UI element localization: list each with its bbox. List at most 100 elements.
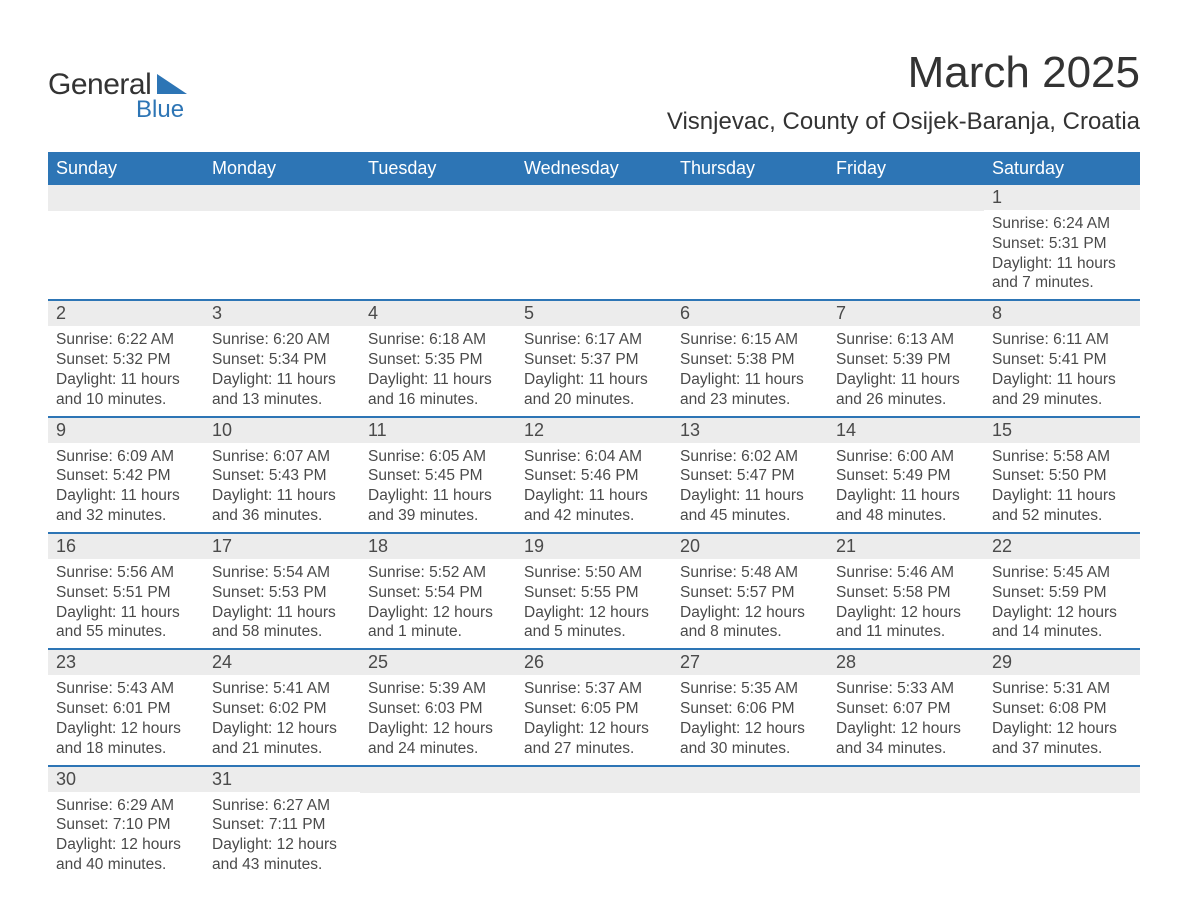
calendar-cell bbox=[672, 185, 828, 300]
day-sunrise: Sunrise: 6:02 AM bbox=[680, 447, 820, 467]
calendar-cell: 19Sunrise: 5:50 AMSunset: 5:55 PMDayligh… bbox=[516, 533, 672, 649]
day-sunset: Sunset: 6:03 PM bbox=[368, 699, 508, 719]
day-body: Sunrise: 5:56 AMSunset: 5:51 PMDaylight:… bbox=[48, 559, 204, 648]
day-sunset: Sunset: 5:39 PM bbox=[836, 350, 976, 370]
day-header: Wednesday bbox=[516, 152, 672, 185]
calendar-cell: 6Sunrise: 6:15 AMSunset: 5:38 PMDaylight… bbox=[672, 300, 828, 416]
calendar-cell: 28Sunrise: 5:33 AMSunset: 6:07 PMDayligh… bbox=[828, 649, 984, 765]
day-header: Monday bbox=[204, 152, 360, 185]
day-sunrise: Sunrise: 5:54 AM bbox=[212, 563, 352, 583]
calendar-cell: 14Sunrise: 6:00 AMSunset: 5:49 PMDayligh… bbox=[828, 417, 984, 533]
day-sunset: Sunset: 5:38 PM bbox=[680, 350, 820, 370]
day-number: 3 bbox=[204, 301, 360, 326]
day-number-row-empty bbox=[360, 185, 516, 211]
day-daylight2: and 10 minutes. bbox=[56, 390, 196, 410]
day-sunrise: Sunrise: 6:24 AM bbox=[992, 214, 1132, 234]
day-sunset: Sunset: 5:34 PM bbox=[212, 350, 352, 370]
day-number: 12 bbox=[516, 418, 672, 443]
calendar-cell: 20Sunrise: 5:48 AMSunset: 5:57 PMDayligh… bbox=[672, 533, 828, 649]
day-sunrise: Sunrise: 6:27 AM bbox=[212, 796, 352, 816]
calendar-cell: 23Sunrise: 5:43 AMSunset: 6:01 PMDayligh… bbox=[48, 649, 204, 765]
day-daylight2: and 11 minutes. bbox=[836, 622, 976, 642]
day-number: 25 bbox=[360, 650, 516, 675]
calendar-week: 30Sunrise: 6:29 AMSunset: 7:10 PMDayligh… bbox=[48, 766, 1140, 881]
page-header: General Blue March 2025 Visnjevac, Count… bbox=[48, 48, 1140, 136]
day-body: Sunrise: 6:20 AMSunset: 5:34 PMDaylight:… bbox=[204, 326, 360, 415]
calendar-cell bbox=[672, 766, 828, 881]
calendar-cell: 13Sunrise: 6:02 AMSunset: 5:47 PMDayligh… bbox=[672, 417, 828, 533]
day-body: Sunrise: 5:33 AMSunset: 6:07 PMDaylight:… bbox=[828, 675, 984, 764]
day-body: Sunrise: 5:50 AMSunset: 5:55 PMDaylight:… bbox=[516, 559, 672, 648]
calendar-cell bbox=[516, 766, 672, 881]
day-daylight2: and 23 minutes. bbox=[680, 390, 820, 410]
day-sunrise: Sunrise: 6:15 AM bbox=[680, 330, 820, 350]
day-number: 30 bbox=[48, 767, 204, 792]
day-daylight1: Daylight: 11 hours bbox=[680, 486, 820, 506]
day-daylight2: and 24 minutes. bbox=[368, 739, 508, 759]
calendar-cell: 9Sunrise: 6:09 AMSunset: 5:42 PMDaylight… bbox=[48, 417, 204, 533]
calendar-week: 23Sunrise: 5:43 AMSunset: 6:01 PMDayligh… bbox=[48, 649, 1140, 765]
day-sunset: Sunset: 7:11 PM bbox=[212, 815, 352, 835]
day-number-row-empty bbox=[672, 185, 828, 211]
calendar-cell: 10Sunrise: 6:07 AMSunset: 5:43 PMDayligh… bbox=[204, 417, 360, 533]
day-daylight1: Daylight: 12 hours bbox=[992, 719, 1132, 739]
day-daylight1: Daylight: 12 hours bbox=[680, 719, 820, 739]
day-daylight2: and 29 minutes. bbox=[992, 390, 1132, 410]
day-sunset: Sunset: 5:49 PM bbox=[836, 466, 976, 486]
day-daylight2: and 55 minutes. bbox=[56, 622, 196, 642]
day-daylight1: Daylight: 12 hours bbox=[56, 719, 196, 739]
day-daylight1: Daylight: 11 hours bbox=[56, 370, 196, 390]
day-number-row-empty bbox=[672, 767, 828, 793]
day-daylight2: and 27 minutes. bbox=[524, 739, 664, 759]
calendar-week: 2Sunrise: 6:22 AMSunset: 5:32 PMDaylight… bbox=[48, 300, 1140, 416]
day-daylight2: and 40 minutes. bbox=[56, 855, 196, 875]
day-daylight2: and 30 minutes. bbox=[680, 739, 820, 759]
day-daylight2: and 43 minutes. bbox=[212, 855, 352, 875]
day-sunset: Sunset: 5:57 PM bbox=[680, 583, 820, 603]
day-body: Sunrise: 6:27 AMSunset: 7:11 PMDaylight:… bbox=[204, 792, 360, 881]
day-daylight1: Daylight: 12 hours bbox=[368, 719, 508, 739]
day-number: 19 bbox=[516, 534, 672, 559]
day-body: Sunrise: 6:15 AMSunset: 5:38 PMDaylight:… bbox=[672, 326, 828, 415]
day-sunset: Sunset: 6:01 PM bbox=[56, 699, 196, 719]
calendar-header-row: SundayMondayTuesdayWednesdayThursdayFrid… bbox=[48, 152, 1140, 185]
day-number: 21 bbox=[828, 534, 984, 559]
day-number-row-empty bbox=[516, 767, 672, 793]
day-body: Sunrise: 6:24 AMSunset: 5:31 PMDaylight:… bbox=[984, 210, 1140, 299]
calendar-cell: 5Sunrise: 6:17 AMSunset: 5:37 PMDaylight… bbox=[516, 300, 672, 416]
day-sunrise: Sunrise: 5:39 AM bbox=[368, 679, 508, 699]
calendar-cell bbox=[360, 766, 516, 881]
day-number: 11 bbox=[360, 418, 516, 443]
day-sunrise: Sunrise: 5:37 AM bbox=[524, 679, 664, 699]
calendar-cell: 8Sunrise: 6:11 AMSunset: 5:41 PMDaylight… bbox=[984, 300, 1140, 416]
day-number: 26 bbox=[516, 650, 672, 675]
day-sunset: Sunset: 5:46 PM bbox=[524, 466, 664, 486]
day-sunrise: Sunrise: 5:56 AM bbox=[56, 563, 196, 583]
day-number: 5 bbox=[516, 301, 672, 326]
day-sunrise: Sunrise: 5:45 AM bbox=[992, 563, 1132, 583]
day-header: Thursday bbox=[672, 152, 828, 185]
day-number: 14 bbox=[828, 418, 984, 443]
calendar-cell: 22Sunrise: 5:45 AMSunset: 5:59 PMDayligh… bbox=[984, 533, 1140, 649]
day-daylight2: and 18 minutes. bbox=[56, 739, 196, 759]
calendar-cell: 17Sunrise: 5:54 AMSunset: 5:53 PMDayligh… bbox=[204, 533, 360, 649]
day-number: 1 bbox=[984, 185, 1140, 210]
day-number-row-empty bbox=[360, 767, 516, 793]
day-sunrise: Sunrise: 6:05 AM bbox=[368, 447, 508, 467]
day-daylight2: and 5 minutes. bbox=[524, 622, 664, 642]
day-sunrise: Sunrise: 5:43 AM bbox=[56, 679, 196, 699]
calendar-cell: 21Sunrise: 5:46 AMSunset: 5:58 PMDayligh… bbox=[828, 533, 984, 649]
day-daylight1: Daylight: 12 hours bbox=[524, 603, 664, 623]
calendar-cell: 2Sunrise: 6:22 AMSunset: 5:32 PMDaylight… bbox=[48, 300, 204, 416]
day-daylight2: and 45 minutes. bbox=[680, 506, 820, 526]
day-sunset: Sunset: 5:54 PM bbox=[368, 583, 508, 603]
day-number: 24 bbox=[204, 650, 360, 675]
day-body: Sunrise: 6:09 AMSunset: 5:42 PMDaylight:… bbox=[48, 443, 204, 532]
day-body: Sunrise: 5:54 AMSunset: 5:53 PMDaylight:… bbox=[204, 559, 360, 648]
day-body: Sunrise: 5:48 AMSunset: 5:57 PMDaylight:… bbox=[672, 559, 828, 648]
day-number: 28 bbox=[828, 650, 984, 675]
day-number: 13 bbox=[672, 418, 828, 443]
day-sunset: Sunset: 6:05 PM bbox=[524, 699, 664, 719]
day-sunset: Sunset: 5:50 PM bbox=[992, 466, 1132, 486]
calendar-week: 1Sunrise: 6:24 AMSunset: 5:31 PMDaylight… bbox=[48, 185, 1140, 300]
